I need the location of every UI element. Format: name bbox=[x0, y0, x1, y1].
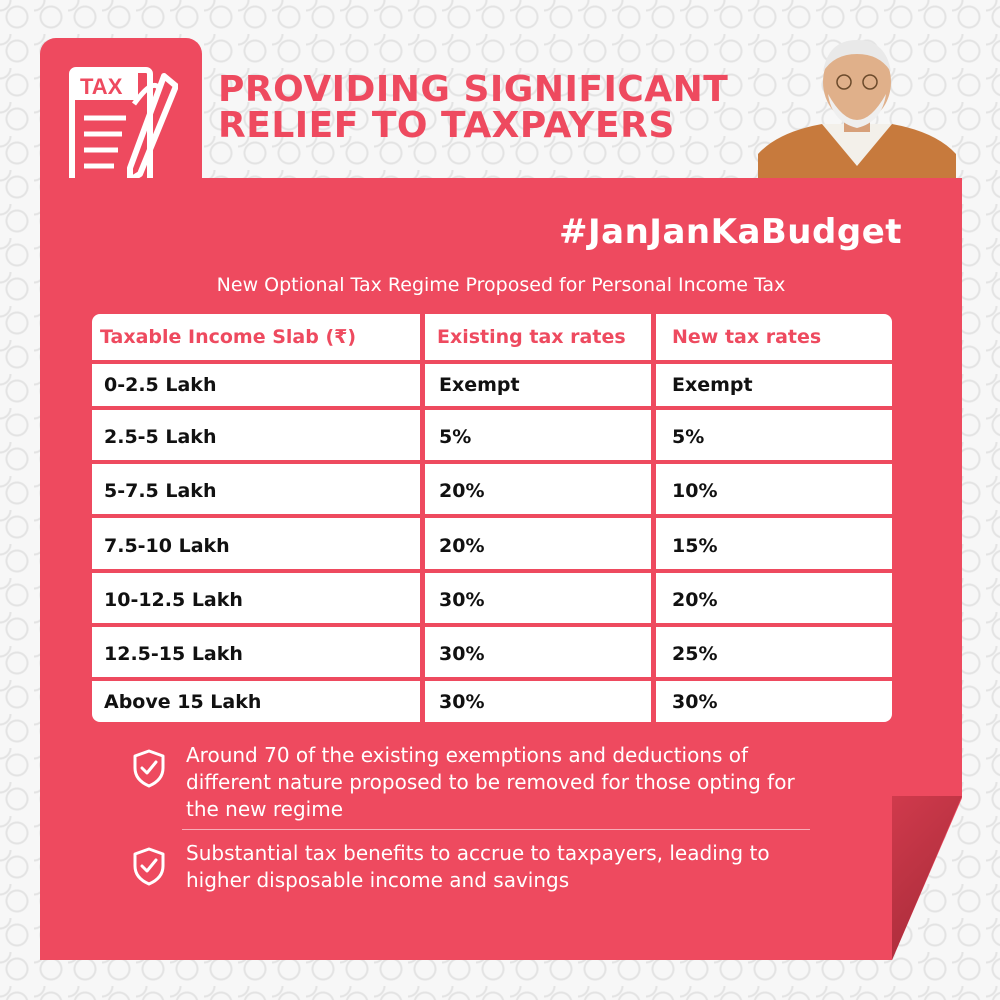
column-header-existing: Existing tax rates bbox=[425, 314, 651, 360]
headline-line-1: PROVIDING SIGNIFICANT bbox=[218, 69, 729, 110]
tax-rates-table: Taxable Income Slab (₹) Existing tax rat… bbox=[92, 314, 892, 722]
bullet-item: Around 70 of the existing exemptions and… bbox=[132, 742, 812, 824]
table-cell-existing: 30% bbox=[425, 627, 651, 677]
table-cell-new: 15% bbox=[656, 518, 892, 569]
bullet-item: Substantial tax benefits to accrue to ta… bbox=[132, 840, 812, 896]
tax-icon-label: TAX bbox=[80, 74, 123, 99]
table-cell-existing: 5% bbox=[425, 410, 651, 460]
column-header-new: New tax rates bbox=[656, 314, 892, 360]
table-cell-existing: 20% bbox=[425, 464, 651, 514]
table-cell-existing: 30% bbox=[425, 681, 651, 722]
bullet-text: Around 70 of the existing exemptions and… bbox=[186, 743, 795, 821]
table-cell-slab: 0-2.5 Lakh bbox=[92, 364, 420, 406]
table-cell-slab: 7.5-10 Lakh bbox=[92, 518, 420, 569]
headline-line-2: RELIEF TO TAXPAYERS bbox=[218, 105, 675, 146]
tax-document-icon: TAX bbox=[69, 67, 178, 191]
shield-check-icon bbox=[133, 749, 165, 788]
table-cell-new: 30% bbox=[656, 681, 892, 722]
table-cell-existing: 30% bbox=[425, 573, 651, 623]
table-cell-slab: Above 15 Lakh bbox=[92, 681, 420, 722]
table-cell-slab: 2.5-5 Lakh bbox=[92, 410, 420, 460]
table-cell-new: 25% bbox=[656, 627, 892, 677]
table-cell-new: 20% bbox=[656, 573, 892, 623]
divider bbox=[182, 829, 810, 830]
portrait-image bbox=[758, 36, 956, 181]
table-cell-existing: Exempt bbox=[425, 364, 651, 406]
table-subtitle: New Optional Tax Regime Proposed for Per… bbox=[216, 274, 786, 296]
shield-check-icon bbox=[133, 847, 165, 886]
table-cell-slab: 5-7.5 Lakh bbox=[92, 464, 420, 514]
table-cell-new: Exempt bbox=[656, 364, 892, 406]
column-header-slab: Taxable Income Slab (₹) bbox=[92, 314, 420, 360]
table-cell-new: 5% bbox=[656, 410, 892, 460]
page-title: PROVIDING SIGNIFICANT RELIEF TO TAXPAYER… bbox=[218, 72, 728, 144]
bullet-text: Substantial tax benefits to accrue to ta… bbox=[186, 841, 770, 892]
person-portrait bbox=[758, 40, 956, 181]
table-cell-slab: 12.5-15 Lakh bbox=[92, 627, 420, 677]
table-cell-slab: 10-12.5 Lakh bbox=[92, 573, 420, 623]
table-cell-existing: 20% bbox=[425, 518, 651, 569]
table-cell-new: 10% bbox=[656, 464, 892, 514]
hashtag: #JanJanKaBudget bbox=[559, 212, 902, 252]
